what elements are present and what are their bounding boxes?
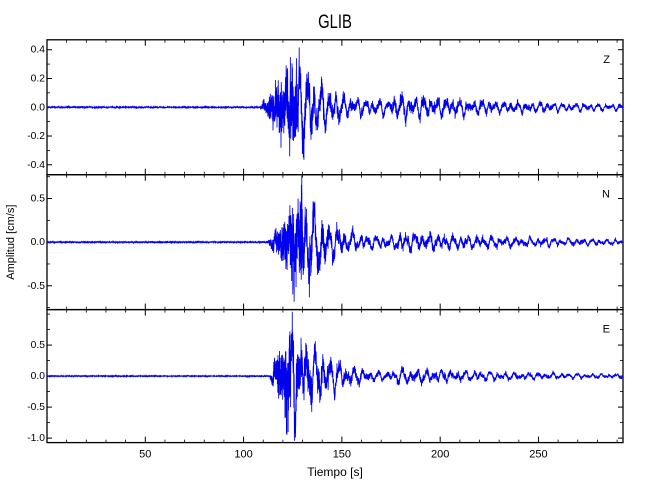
svg-text:Z: Z bbox=[603, 54, 610, 66]
svg-text:-0.4: -0.4 bbox=[27, 160, 45, 171]
svg-text:0.4: 0.4 bbox=[31, 45, 46, 56]
svg-text:100: 100 bbox=[234, 449, 252, 461]
svg-text:250: 250 bbox=[529, 449, 547, 461]
svg-text:0.5: 0.5 bbox=[31, 340, 46, 351]
svg-text:0.0: 0.0 bbox=[31, 237, 46, 248]
svg-text:E: E bbox=[603, 324, 610, 336]
svg-text:-0.5: -0.5 bbox=[27, 402, 45, 413]
svg-text:0.0: 0.0 bbox=[31, 371, 46, 382]
svg-text:0.5: 0.5 bbox=[31, 194, 46, 205]
svg-text:50: 50 bbox=[139, 449, 151, 461]
svg-text:200: 200 bbox=[431, 449, 449, 461]
svg-text:0.2: 0.2 bbox=[31, 73, 46, 84]
svg-text:GLIB: GLIB bbox=[318, 11, 352, 32]
svg-text:150: 150 bbox=[333, 449, 351, 461]
svg-text:-0.2: -0.2 bbox=[27, 131, 45, 142]
svg-text:Tiempo [s]: Tiempo [s] bbox=[307, 465, 363, 479]
svg-text:N: N bbox=[602, 189, 610, 201]
svg-text:Amplitud [cm/s]: Amplitud [cm/s] bbox=[5, 205, 17, 280]
svg-text:-1.0: -1.0 bbox=[27, 433, 45, 444]
svg-text:-0.5: -0.5 bbox=[27, 281, 45, 292]
svg-text:0.0: 0.0 bbox=[31, 102, 46, 113]
